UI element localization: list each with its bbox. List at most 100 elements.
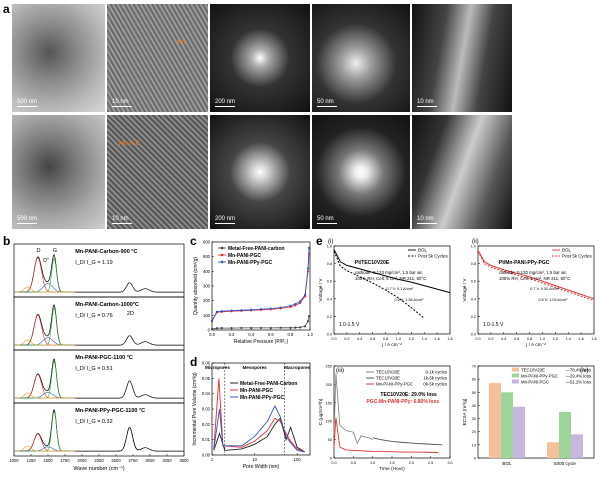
pore-size-chart: 1 10 100 0.00 0.01 0.02 0.03 0.04 0.05 0.06 Pore W… — [192, 361, 311, 471]
isotherm-point — [230, 309, 233, 312]
y-tick-label: 0 — [474, 457, 476, 461]
isotherm-point — [210, 328, 214, 331]
ecsa-bar-chart: 0 10 20 30 40 50 60 70 ECSA (m²/g) (iv) BOL 5000 cy… — [462, 365, 595, 466]
isotherm-point — [299, 326, 302, 329]
legend-entry: Mn-PANI-PPy-PGC — [376, 382, 413, 387]
x-tick-label: 0.8 — [527, 337, 532, 341]
x-tick-label: 1750 — [60, 458, 70, 463]
x-tick-label: 0.4 — [501, 337, 506, 341]
x-tick-label: 0.5 — [351, 461, 356, 465]
panel-label-c: c — [190, 234, 197, 248]
x-tick-label: 0.8 — [287, 332, 293, 337]
isotherm-point — [259, 326, 263, 330]
potential-range: 1.0-1.5 V — [483, 322, 504, 328]
y-tick-label: 10 — [472, 443, 476, 447]
raman-sample-name: Mn-PANI-Carbon-900 °C — [75, 249, 137, 255]
peak-label-d: D — [36, 248, 40, 254]
isotherm-point — [304, 325, 307, 328]
legend-loss: —29.4% loss — [566, 374, 591, 379]
x-tick-label: 3000 — [145, 458, 155, 463]
x-axis-label: Wave number (cm⁻¹) — [73, 466, 124, 472]
y-tick-label: 300 — [203, 284, 211, 289]
raman-spectrum — [14, 408, 184, 452]
polarization-chart-pt-tec: 0.0 0.2 0.4 0.6 0.8 1.0 1.2 1.4 1.6 1.8 0.0 0.2 0.4 0… — [318, 239, 453, 348]
tem-image: 200 nm — [210, 115, 310, 229]
dissolution-curve — [333, 417, 439, 453]
polarization-title: Pt/Mn-PANI-PPy-PGC — [499, 260, 550, 266]
y-tick-label: 0.8 — [471, 262, 476, 266]
dissolution-chart: 0.0 0.5 1.0 1.5 2.0 2.5 3.0 0 50 100 150 200 250 Time… — [318, 365, 453, 473]
raman-spectrum — [14, 358, 184, 399]
isotherm-point — [269, 326, 272, 330]
peak-label-g: G — [53, 248, 57, 254]
y-tick-label: 0.8 — [327, 262, 332, 266]
dissolution-curve — [333, 373, 373, 445]
x-tick-label: 1.2 — [409, 337, 414, 341]
subpanel-label: (iv) — [580, 368, 588, 374]
conditions-note: 100% RH, Cell: 5 cm², NR 211, 80°C. — [499, 276, 572, 281]
scale-bar — [417, 106, 437, 107]
subpanel-label: (i) — [328, 239, 333, 245]
y-axis-label: Voltage / V — [318, 278, 324, 302]
legend-entry: Mn-PANI-PPy-PGC — [228, 260, 272, 266]
x-tick-label: 1 — [211, 457, 214, 462]
y-tick-label: 200 — [326, 383, 332, 387]
conditions-note: 100% RH, Cell: 5 cm², NR 211, 80°C. — [355, 276, 428, 281]
x-axis-label: Pore Width (nm) — [243, 464, 280, 470]
y-tick-label: 0.4 — [327, 297, 332, 301]
isotherm-point — [240, 309, 243, 312]
legend-loss: —51.2% loss — [566, 380, 591, 385]
conditions-note: cathode: 0.120 mg/cm², 1.5 bar air, — [499, 270, 567, 275]
y-tick-label: 0.6 — [327, 280, 332, 284]
x-tick-label: 1500 — [43, 458, 53, 463]
x-tick-label: 1.0 — [396, 337, 401, 341]
x-tick-label: 3.0 — [447, 461, 452, 465]
tem-image: 10 nm Mn-N-C — [107, 115, 208, 229]
pore-distribution-line — [213, 417, 305, 453]
isotherm-point — [215, 310, 218, 313]
isotherm-point — [215, 327, 218, 330]
x-tick-label: 0.0 — [475, 337, 480, 341]
legend-entry: Post 5k Cycles — [418, 254, 449, 259]
scale-bar — [317, 106, 337, 107]
subpanel-label: (ii) — [472, 239, 479, 245]
x-tick-label: 0.2 — [488, 337, 493, 341]
scale-bar-label: 200 nm — [215, 99, 236, 105]
raman-fit-peak — [14, 339, 76, 346]
scale-bar — [112, 106, 132, 107]
tem-image: 10 nm — [412, 115, 512, 229]
y-axis-label: ECSA (m²/g) — [462, 398, 468, 425]
legend-marker — [220, 253, 224, 257]
x-tick-label: 100 — [294, 457, 302, 462]
y-tick-label: 20 — [472, 430, 476, 434]
x-tick-label: 0.0 — [331, 337, 336, 341]
x-tick-label: 1.6 — [434, 337, 439, 341]
x-tick-label: 2.0 — [409, 461, 414, 465]
y-tick-label: 0.05 — [202, 376, 211, 381]
x-category-label: 5000 cycle — [554, 461, 576, 466]
y-tick-label: 0.06 — [202, 361, 211, 366]
isotherm-point — [307, 246, 311, 249]
x-tick-label: 1.4 — [566, 337, 571, 341]
x-tick-label: 1.0 — [307, 332, 313, 337]
region-label: Micropores — [205, 365, 230, 370]
isotherm-point — [259, 308, 263, 311]
polarization-curve — [333, 251, 425, 319]
raman-fit-peak — [14, 410, 76, 452]
y-tick-label: 150 — [326, 401, 332, 405]
isotherm-point — [289, 326, 292, 329]
isotherm-point — [250, 326, 253, 330]
tem-image: 10 nm Mn — [107, 4, 208, 112]
panel-label-a: a — [3, 2, 10, 16]
plot-frame — [211, 241, 311, 331]
isotherm-point — [299, 300, 302, 303]
y-tick-label: 30 — [472, 417, 476, 421]
isotherm-point — [289, 304, 292, 307]
legend-entry: TEC10V20E — [376, 376, 400, 381]
x-axis-label: j / A cm⁻² — [525, 342, 546, 348]
y-tick-label: 0.2 — [327, 315, 332, 319]
raman-ratio: I_D/ I_G = 0.51 — [75, 366, 112, 372]
y-tick-label: 1.0 — [471, 245, 476, 249]
legend-swatch — [512, 367, 519, 372]
y-tick-label: 0.0 — [327, 333, 332, 337]
